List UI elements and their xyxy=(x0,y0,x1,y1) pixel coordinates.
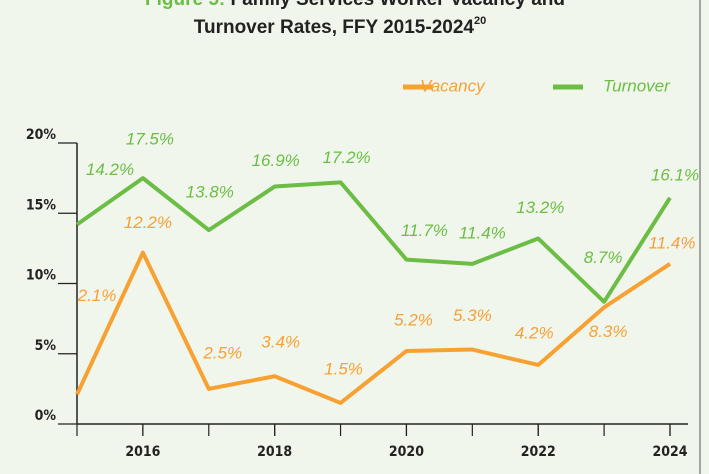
chart-title: Figure 5: Family Services Worker Vacancy… xyxy=(145,0,565,10)
x-tick-label: 2020 xyxy=(389,444,424,460)
x-tick-label: 2018 xyxy=(257,444,292,460)
legend-label: Turnover xyxy=(603,76,671,95)
y-tick-label: 0% xyxy=(35,408,57,424)
series-line xyxy=(75,250,672,405)
x-tick-label: 2024 xyxy=(652,444,687,460)
value-label: 5.2% xyxy=(394,310,433,329)
value-label: 3.4% xyxy=(261,333,300,352)
value-label: 14.2% xyxy=(86,160,134,179)
value-label: 2.1% xyxy=(77,286,117,305)
value-label: 2.5% xyxy=(202,343,242,362)
title-prefix: Figure 5: xyxy=(145,0,225,10)
title-sup: 20 xyxy=(474,15,486,27)
y-tick-label: 5% xyxy=(35,338,57,354)
title-line1: Family Services Worker Vacancy and xyxy=(231,0,565,10)
value-label: 1.5% xyxy=(324,359,363,378)
value-label: 11.4% xyxy=(649,233,696,252)
value-label: 17.5% xyxy=(126,130,174,149)
legend-label: Vacancy xyxy=(420,76,486,95)
value-label: 8.7% xyxy=(584,248,623,267)
y-tick-label: 20% xyxy=(26,127,57,143)
value-label: 16.9% xyxy=(252,151,300,170)
value-label: 13.2% xyxy=(516,198,564,217)
value-label: 16.1% xyxy=(651,165,699,184)
value-label: 8.3% xyxy=(589,322,628,341)
title-line2: Turnover Rates, FFY 2015-2024 xyxy=(194,17,475,38)
x-tick-label: 2022 xyxy=(521,444,556,460)
value-label: 11.7% xyxy=(401,221,448,240)
value-label: 11.4% xyxy=(459,223,506,242)
value-label: 5.3% xyxy=(453,306,492,325)
value-label: 4.2% xyxy=(515,323,554,342)
y-tick-label: 10% xyxy=(26,268,57,284)
value-label: 12.2% xyxy=(124,213,172,232)
series-line xyxy=(75,176,672,304)
y-tick-label: 15% xyxy=(26,197,57,213)
value-label: 17.2% xyxy=(322,148,370,167)
x-tick-label: 2016 xyxy=(125,444,160,460)
value-label: 13.8% xyxy=(186,183,234,202)
chart-title-2: Turnover Rates, FFY 2015-202420 xyxy=(194,15,486,38)
